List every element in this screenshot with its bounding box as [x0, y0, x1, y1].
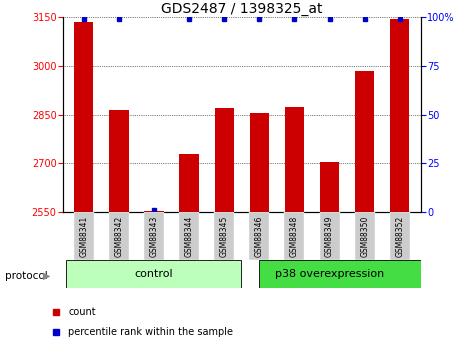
Bar — [144, 212, 164, 260]
Bar — [390, 212, 410, 260]
Text: GSM88344: GSM88344 — [185, 216, 193, 257]
Bar — [66, 260, 241, 288]
Bar — [320, 162, 339, 212]
Bar — [214, 108, 234, 212]
Bar — [250, 113, 269, 212]
Bar — [285, 212, 305, 260]
Text: GSM88350: GSM88350 — [360, 216, 369, 257]
Bar — [74, 212, 94, 260]
Text: GSM88342: GSM88342 — [114, 216, 123, 257]
Text: GSM88343: GSM88343 — [150, 216, 159, 257]
Text: GSM88348: GSM88348 — [290, 216, 299, 257]
Bar — [179, 212, 199, 260]
Bar — [319, 212, 339, 260]
Bar — [145, 210, 164, 212]
Bar — [390, 19, 409, 212]
Text: GSM88341: GSM88341 — [80, 216, 88, 257]
Text: count: count — [68, 307, 96, 317]
Bar — [109, 110, 129, 212]
Text: GSM88345: GSM88345 — [220, 216, 229, 257]
Text: ▶: ▶ — [43, 271, 51, 281]
Text: GSM88346: GSM88346 — [255, 216, 264, 257]
Bar — [355, 71, 374, 212]
Bar — [109, 212, 129, 260]
Title: GDS2487 / 1398325_at: GDS2487 / 1398325_at — [161, 2, 323, 16]
Text: protocol: protocol — [5, 271, 47, 281]
Bar — [259, 260, 437, 288]
Text: GSM88349: GSM88349 — [325, 216, 334, 257]
Bar — [285, 107, 304, 212]
Bar — [179, 154, 199, 212]
Text: GSM88352: GSM88352 — [395, 216, 404, 257]
Bar — [74, 22, 93, 212]
Text: control: control — [135, 269, 173, 279]
Text: p38 overexpression: p38 overexpression — [275, 269, 384, 279]
Bar — [214, 212, 234, 260]
Bar — [355, 212, 375, 260]
Text: percentile rank within the sample: percentile rank within the sample — [68, 327, 233, 337]
Bar — [249, 212, 269, 260]
